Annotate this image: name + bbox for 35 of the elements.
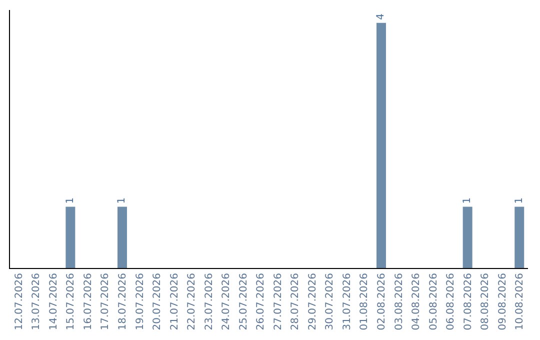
x-tick-label: 09.08.2026 [497,273,508,330]
x-tick-label: 22.07.2026 [186,273,198,330]
x-tick-label: 17.07.2026 [100,273,112,330]
x-tick-label: 23.07.2026 [204,273,215,330]
x-tick-label: 18.07.2026 [117,273,128,330]
x-tick-label: 30.07.2026 [324,273,336,330]
data-label: 1 [462,197,474,204]
x-tick-label: 19.07.2026 [134,273,146,330]
data-label: 4 [376,14,387,20]
x-tick-label: 24.07.2026 [221,273,232,330]
x-tick-label: 08.08.2026 [480,273,492,330]
x-tick-label: 25.07.2026 [238,273,250,330]
x-tick-label: 29.07.2026 [307,273,318,330]
x-tick-label: 13.07.2026 [31,273,42,330]
x-tick-label: 03.08.2026 [394,273,405,330]
x-tick-label: 20.07.2026 [152,273,164,330]
x-tick-label: 27.07.2026 [272,273,284,330]
data-label: 1 [514,197,525,204]
data-label: 1 [64,197,76,204]
data-label: 1 [116,197,128,204]
x-tick-label: 04.08.2026 [411,273,422,330]
x-tick-label: 28.07.2026 [290,273,302,330]
x-tick-label: 14.07.2026 [48,273,60,330]
x-tick-label: 06.08.2026 [446,273,457,330]
x-tick-label: 31.07.2026 [342,273,353,330]
x-tick-label: 16.07.2026 [82,273,94,330]
x-tick-label: 12.07.2026 [14,273,25,330]
x-tick-label: 10.08.2026 [514,273,526,330]
x-tick-label: 02.08.2026 [376,273,388,330]
x-tick-label: 01.08.2026 [359,273,370,330]
x-tick-label: 26.07.2026 [256,273,267,330]
x-tick-label: 07.08.2026 [462,273,474,330]
x-tick-label: 21.07.2026 [169,273,180,330]
x-tick-label: 15.07.2026 [66,273,77,330]
x-tick-label: 05.08.2026 [428,273,440,330]
